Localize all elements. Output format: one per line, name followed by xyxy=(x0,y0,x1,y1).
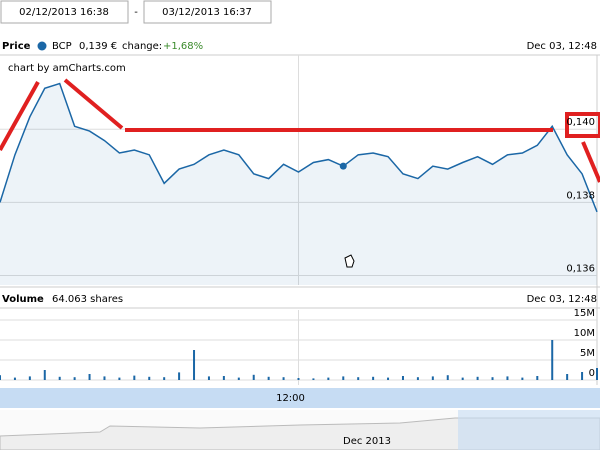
volume-bar xyxy=(416,377,419,380)
volume-bar xyxy=(282,377,285,380)
volume-bar xyxy=(103,376,106,380)
volume-bar xyxy=(163,377,166,380)
volume-bar xyxy=(476,376,479,380)
volume-bar xyxy=(13,377,16,380)
from-input[interactable] xyxy=(0,0,129,24)
separator: - xyxy=(134,7,138,18)
volume-bar xyxy=(207,376,210,380)
volume-bar xyxy=(551,340,554,380)
legend-name[interactable]: BCP xyxy=(52,41,72,52)
change-value: +1,68% xyxy=(163,41,203,52)
volume-bar xyxy=(58,376,61,380)
volume-bar xyxy=(252,374,255,380)
volume-bar xyxy=(446,375,449,380)
credit[interactable]: chart by amCharts.com xyxy=(8,63,126,74)
volume-bar xyxy=(267,376,270,380)
volume-bar xyxy=(491,377,494,380)
y-tick-label: 10M xyxy=(574,328,595,339)
volume-date: Dec 03, 12:48 xyxy=(527,294,597,305)
y-tick-label: 0 xyxy=(589,368,595,379)
volume-bar xyxy=(357,377,360,380)
x-tick-label: 12:00 xyxy=(276,393,305,404)
change-label: change: xyxy=(122,41,162,52)
volume-bar xyxy=(596,368,598,380)
volume-bar xyxy=(73,377,76,380)
volume-bar xyxy=(342,376,345,380)
volume-bar xyxy=(461,377,464,380)
price-date: Dec 03, 12:48 xyxy=(527,41,597,52)
volume-bar xyxy=(237,377,240,380)
y-tick-label: 0,136 xyxy=(566,263,595,274)
volume-legend: 64.063 shares xyxy=(52,294,123,305)
volume-bar xyxy=(506,376,509,380)
volume-bar xyxy=(566,374,569,380)
navigator-selection[interactable] xyxy=(458,410,600,450)
volume-title: Volume xyxy=(2,294,44,305)
volume-bar xyxy=(431,376,434,380)
from-date: 02/12/2013 16:38 xyxy=(19,7,109,18)
y-tick-label: 0,140 xyxy=(566,117,595,128)
y-tick-label: 5M xyxy=(580,348,595,359)
volume-bar xyxy=(43,370,46,380)
volume-bar xyxy=(327,377,330,380)
volume-bar xyxy=(148,376,151,380)
cursor-point xyxy=(339,162,347,170)
price-area xyxy=(0,83,597,286)
volume-bar xyxy=(536,376,539,380)
volume-bar xyxy=(133,375,136,380)
volume-bar xyxy=(297,378,300,380)
volume-bar xyxy=(28,376,31,380)
volume-bar xyxy=(387,377,390,380)
volume-bar xyxy=(0,375,1,380)
price-title: Price xyxy=(2,41,31,52)
legend-marker xyxy=(37,41,47,51)
to-date: 03/12/2013 16:37 xyxy=(162,7,252,18)
volume-bar xyxy=(401,376,404,380)
volume-bar xyxy=(88,374,91,380)
volume-bar xyxy=(178,372,181,380)
volume-bar xyxy=(372,376,375,380)
y-tick-label: 0,138 xyxy=(566,190,595,201)
cursor xyxy=(344,254,355,268)
volume-bar xyxy=(222,376,225,380)
y-tick-label: 15M xyxy=(574,308,595,319)
volume-bar xyxy=(581,372,584,380)
annotation xyxy=(0,78,600,183)
navigator-label: Dec 2013 xyxy=(343,436,391,447)
volume-bar xyxy=(312,378,315,380)
price-line xyxy=(0,82,598,213)
to-input[interactable] xyxy=(143,0,272,24)
volume-bar xyxy=(521,377,524,380)
volume-bar xyxy=(193,350,196,380)
volume-bar xyxy=(118,377,121,380)
legend-value: 0,139 € xyxy=(79,41,117,52)
scrollbar[interactable] xyxy=(0,388,600,408)
